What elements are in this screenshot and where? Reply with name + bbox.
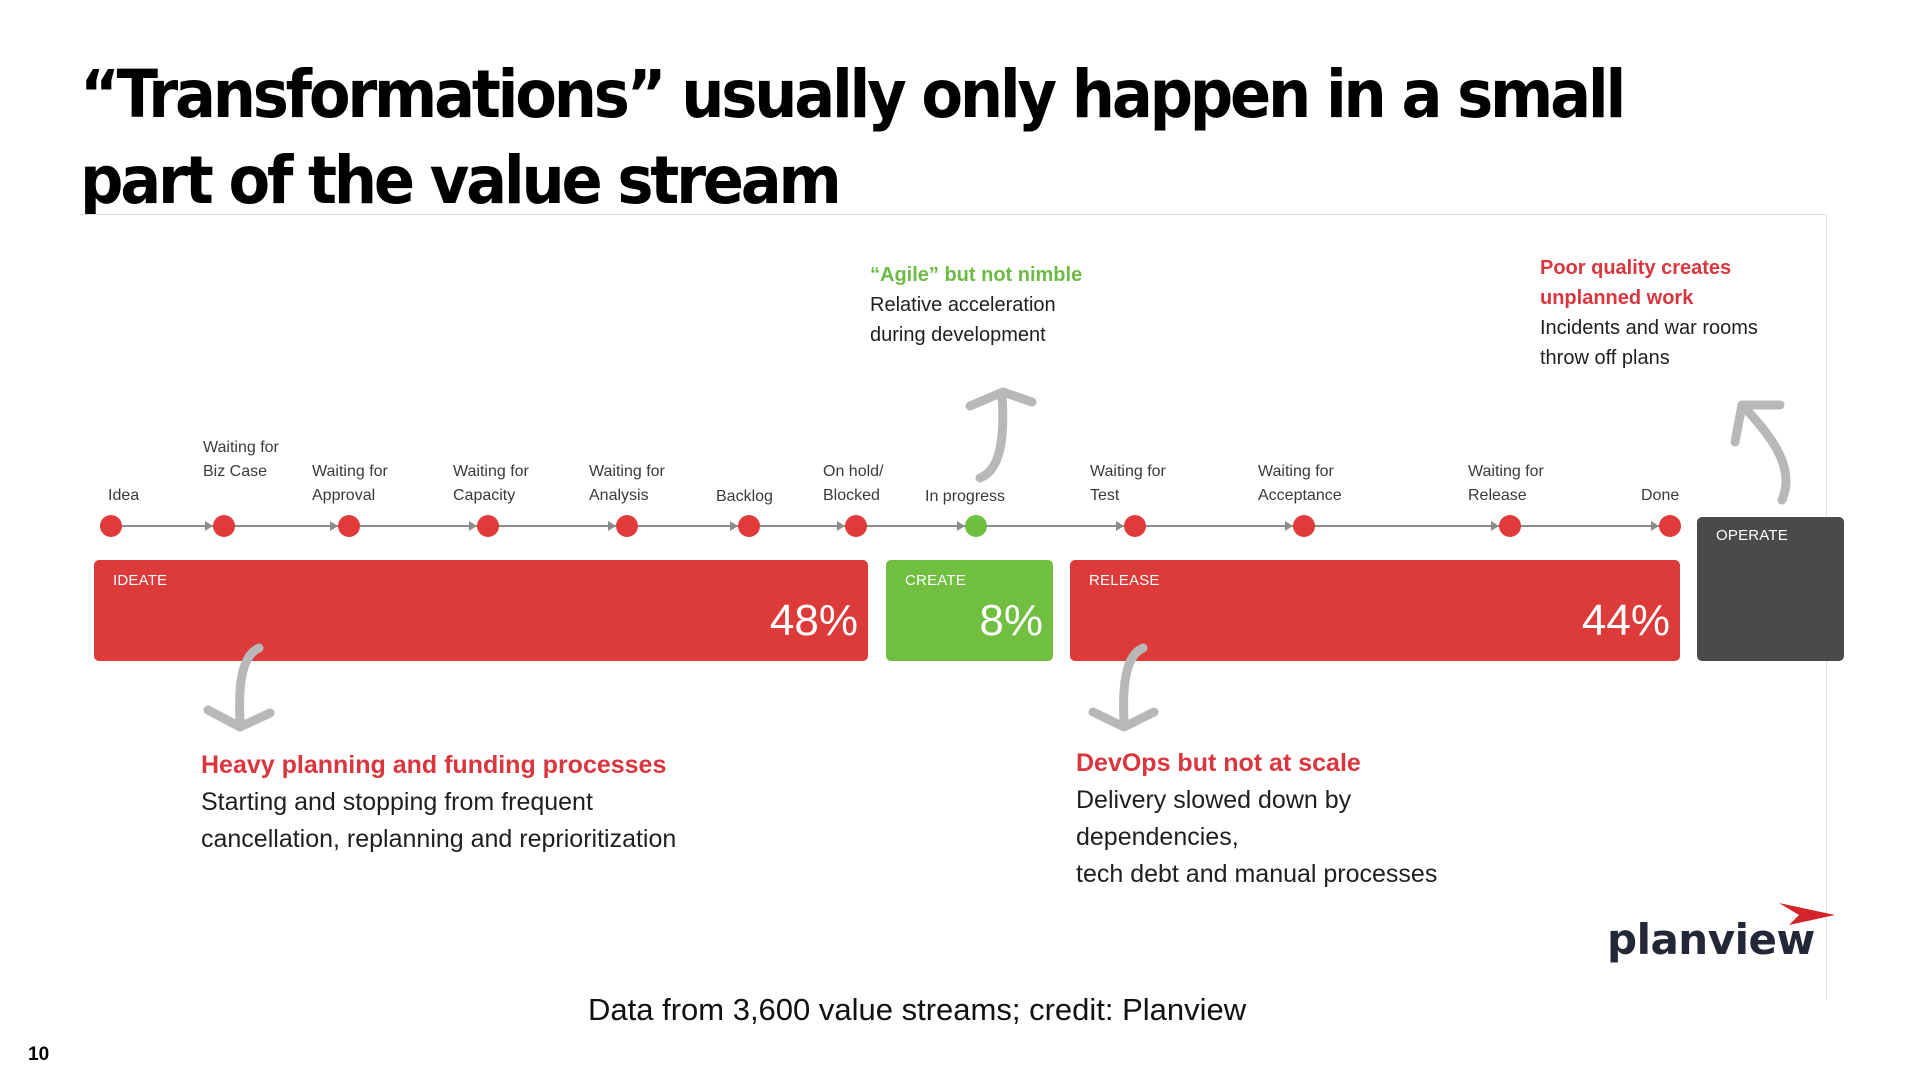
up-left-arrow-icon	[1740, 403, 1791, 505]
node-label: Waiting for Test	[1090, 463, 1166, 504]
node-label: Idea	[108, 487, 140, 504]
planview-logo: planview ®	[1607, 903, 1835, 975]
node-label: Waiting for Approval	[312, 463, 388, 504]
registered-mark: ®	[1785, 945, 1794, 957]
down-arrow-icon	[1119, 643, 1148, 727]
up-arrow-icon	[975, 390, 1008, 483]
up-arrow-icon-head	[965, 387, 1037, 411]
phase-percent: 48%	[769, 596, 858, 645]
phase-name: RELEASE	[1089, 572, 1160, 589]
phase-release: RELEASE 44%	[1070, 560, 1680, 661]
down-arrow-icon-head	[203, 705, 275, 732]
slide-title: “Transformations” usually only happen in…	[80, 56, 1626, 219]
arrowhead-icon	[957, 521, 965, 531]
callout-planning: Heavy planning and funding processes Sta…	[201, 751, 677, 853]
node-label: In progress	[925, 488, 1006, 505]
timeline-node-test	[1124, 515, 1146, 537]
source-caption: Data from 3,600 value streams; credit: P…	[588, 992, 1247, 1027]
timeline-node-approval	[338, 515, 360, 537]
callout-devops: DevOps but not at scale Delivery slowed …	[1076, 749, 1438, 888]
timeline-node-backlog	[738, 515, 760, 537]
phase-name: OPERATE	[1716, 527, 1788, 544]
arrowhead-icon	[837, 521, 845, 531]
node-label: Waiting for Biz Case	[203, 439, 279, 480]
timeline-node-in-progress	[965, 515, 987, 537]
arrowhead-icon	[1651, 521, 1659, 531]
node-label: On hold/Blocked	[823, 463, 884, 504]
timeline-node-analysis	[616, 515, 638, 537]
timeline-node-blocked	[845, 515, 867, 537]
callout-quality: Poor quality creates unplanned work Inci…	[1540, 257, 1758, 369]
timeline-node-acceptance	[1293, 515, 1315, 537]
down-arrow-icon	[235, 643, 264, 727]
callout-agile: “Agile” but not nimble Relative accelera…	[870, 264, 1083, 346]
node-label: Waiting for Analysis	[589, 463, 665, 504]
timeline-line	[111, 525, 1671, 527]
arrowhead-icon	[1285, 521, 1293, 531]
arrowhead-icon	[730, 521, 738, 531]
up-left-arrow-icon-head	[1730, 400, 1785, 447]
timeline-node-release	[1499, 515, 1521, 537]
phase-create: CREATE 8%	[886, 560, 1053, 661]
logo-arrow-icon	[1779, 903, 1835, 925]
node-label: Backlog	[716, 488, 773, 505]
page-number: 10	[28, 1044, 50, 1065]
phase-name: CREATE	[905, 572, 966, 589]
phase-name: IDEATE	[113, 572, 168, 589]
arrowhead-icon	[1491, 521, 1499, 531]
node-label: Waiting for Capacity	[453, 463, 529, 504]
node-label: Done	[1641, 487, 1680, 504]
down-arrow-icon-head	[1088, 707, 1159, 732]
node-label: Waiting for Acceptance	[1258, 463, 1342, 504]
arrowhead-icon	[1116, 521, 1124, 531]
arrowhead-icon	[330, 521, 338, 531]
phase-percent: 44%	[1581, 596, 1670, 645]
arrowhead-icon	[608, 521, 616, 531]
timeline-node-capacity	[477, 515, 499, 537]
timeline-node-done	[1659, 515, 1681, 537]
arrowhead-icon	[205, 521, 213, 531]
phase-operate: OPERATE	[1697, 517, 1844, 661]
timeline-node-biz-case	[213, 515, 235, 537]
arrowhead-icon	[469, 521, 477, 531]
phase-ideate: IDEATE 48%	[94, 560, 868, 661]
node-label: Waiting for Release	[1468, 463, 1544, 504]
phase-percent: 8%	[979, 596, 1043, 645]
timeline-node-idea	[100, 515, 122, 537]
